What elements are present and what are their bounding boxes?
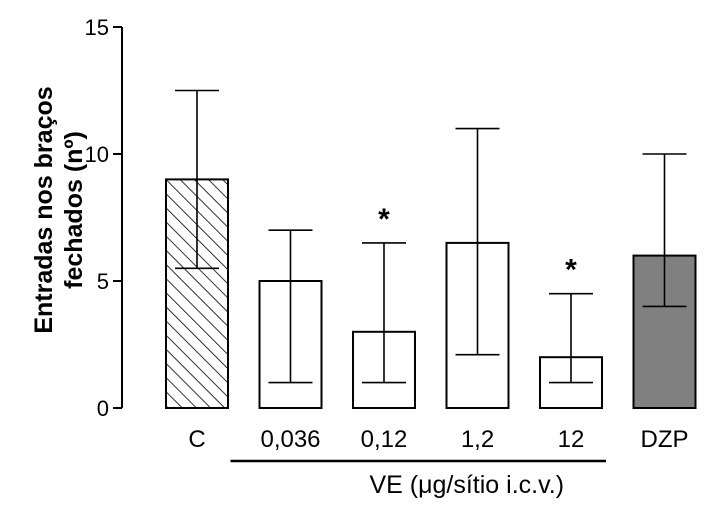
y-tick-label: 5 [97, 269, 109, 294]
significance-marker: * [378, 203, 390, 236]
y-axis-title-line-1: Entradas nos braços [30, 86, 58, 333]
y-axis-title: Entradas nos braços fechados (nº) [30, 86, 88, 333]
y-tick-label: 0 [97, 396, 109, 421]
y-tick-label: 15 [85, 15, 109, 40]
y-tick-label: 10 [85, 142, 109, 167]
significance-marker: * [565, 254, 577, 287]
error-bar [362, 242, 406, 384]
error-bar [642, 153, 687, 308]
error-bar [268, 229, 313, 384]
error-bars [175, 89, 687, 384]
x-category-label: 0,12 [361, 426, 408, 453]
error-bar [549, 292, 593, 384]
x-category-label: C [188, 426, 205, 453]
error-bar [175, 89, 219, 270]
group-label: VE (μg/sítio i.c.v.) [369, 471, 564, 499]
y-axis-title-line-2: fechados (nº) [60, 131, 88, 289]
error-bar [455, 127, 500, 356]
x-category-label: DZP [641, 426, 689, 453]
y-axis: 0 5 10 15 [85, 15, 123, 421]
x-category-label: 12 [558, 426, 585, 453]
bars [165, 178, 697, 410]
x-category-label: 1,2 [461, 426, 494, 453]
x-category-label: 0,036 [260, 426, 320, 453]
significance-markers: ** [378, 203, 577, 287]
x-axis-categories: C 0,036 0,12 1,2 12 DZP [188, 426, 688, 453]
